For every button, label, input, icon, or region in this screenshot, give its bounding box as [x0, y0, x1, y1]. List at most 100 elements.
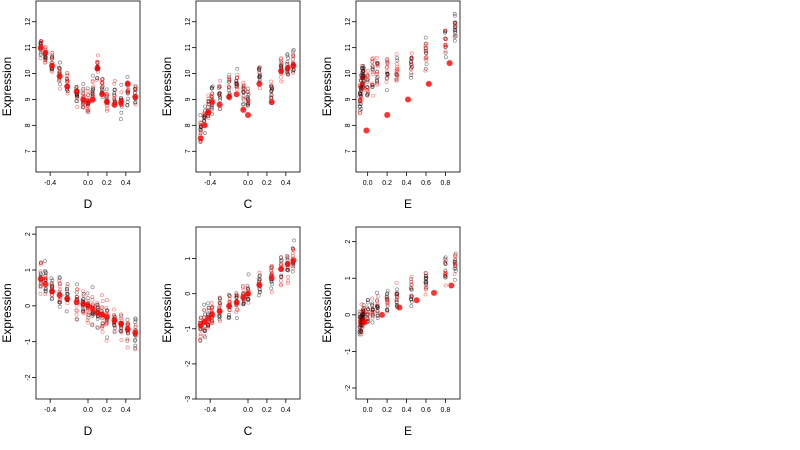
- panel-4: -0.4 0.0 0.2 0.4 -2 -1 0 1 2 D Expression: [0, 226, 141, 438]
- data-point: [112, 81, 117, 86]
- data-point: [104, 87, 109, 92]
- data-point: [226, 84, 231, 89]
- data-point: [290, 246, 295, 251]
- data-point: [132, 100, 137, 105]
- fit-marker: [209, 99, 216, 106]
- data-point: [206, 307, 211, 312]
- data-point: [443, 42, 448, 47]
- data-point: [359, 326, 364, 331]
- fit-marker: [73, 299, 80, 306]
- data-point: [452, 261, 457, 266]
- data-point: [365, 78, 370, 82]
- x-tick-label: 0.8: [441, 180, 451, 187]
- fit-marker: [396, 304, 403, 311]
- y-tick-label: 11: [185, 44, 192, 51]
- data-point: [99, 85, 104, 90]
- data-point: [366, 89, 371, 94]
- data-point: [227, 75, 231, 79]
- data-point: [86, 110, 91, 115]
- data-point: [245, 283, 250, 288]
- data-point: [43, 60, 48, 64]
- data-point: [443, 270, 448, 275]
- data-point: [256, 293, 261, 298]
- data-point: [75, 287, 80, 292]
- data-point: [278, 59, 283, 64]
- data-point: [209, 104, 214, 109]
- fitted-points: [363, 60, 453, 134]
- data-point: [424, 51, 429, 56]
- data-point: [292, 238, 296, 243]
- x-axis: -0.4 0.0 0.2 0.4: [204, 399, 291, 414]
- data-point: [81, 308, 86, 313]
- y-axis: -3 -2 -1 0 1: [185, 257, 196, 402]
- y-tick-label: 10: [345, 70, 352, 78]
- data-point: [443, 49, 448, 54]
- data-point: [385, 291, 390, 296]
- y-axis-label: Expression: [0, 283, 14, 342]
- data-point: [285, 256, 290, 261]
- data-point: [375, 79, 380, 84]
- data-point: [269, 93, 274, 98]
- data-point: [246, 98, 251, 103]
- x-tick-label: 0.0: [83, 407, 93, 414]
- data-point: [359, 95, 364, 100]
- data-point: [90, 80, 95, 84]
- data-point: [371, 72, 375, 77]
- data-point: [227, 77, 232, 82]
- data-point: [375, 83, 380, 87]
- fit-marker: [201, 318, 208, 325]
- data-point: [105, 108, 109, 113]
- data-point: [119, 312, 124, 317]
- fit-marker: [132, 329, 139, 336]
- data-point: [375, 63, 380, 67]
- data-point: [258, 289, 262, 294]
- fit-marker: [49, 288, 56, 295]
- y-tick-label: 12: [25, 18, 32, 26]
- data-point: [246, 272, 251, 277]
- data-point: [58, 287, 63, 292]
- y-tick-label: 12: [345, 18, 352, 26]
- data-point: [119, 82, 124, 87]
- data-point: [49, 297, 54, 302]
- fit-marker: [413, 297, 420, 304]
- data-point: [365, 79, 370, 84]
- data-point: [235, 87, 240, 92]
- data-point: [370, 314, 375, 319]
- data-point: [424, 62, 429, 66]
- x-tick-label: -0.4: [204, 180, 216, 187]
- plot-frame: [355, 0, 461, 173]
- fit-marker: [256, 281, 263, 288]
- data-point: [203, 131, 207, 135]
- data-point: [112, 93, 117, 97]
- data-point: [112, 97, 117, 102]
- data-point: [443, 258, 448, 263]
- data-point: [85, 89, 90, 93]
- data-point: [95, 305, 99, 310]
- panel-2: -0.4 0.0 0.2 0.4 7 8 9 10 11 12 C Expression: [160, 0, 301, 211]
- fitted-points: [37, 275, 139, 336]
- data-point: [278, 259, 283, 263]
- data-point: [90, 313, 95, 318]
- data-point: [394, 280, 399, 285]
- data-point: [57, 275, 62, 280]
- fit-marker: [64, 83, 71, 90]
- data-point: [90, 92, 95, 96]
- data-point: [105, 298, 109, 302]
- data-point: [90, 297, 95, 302]
- data-point: [86, 320, 91, 325]
- data-point: [90, 295, 95, 299]
- data-point: [90, 312, 95, 316]
- y-axis-label: Expression: [160, 283, 174, 342]
- data-point: [43, 288, 48, 293]
- y-axis-label: Expression: [160, 57, 174, 116]
- data-point: [50, 54, 55, 59]
- fit-marker: [111, 101, 118, 108]
- data-point: [235, 75, 240, 80]
- y-axis: -2 -1 0 1 2: [345, 240, 356, 391]
- y-tick-label: 1: [345, 276, 352, 280]
- data-point: [99, 325, 104, 330]
- data-point: [269, 89, 274, 94]
- data-point: [423, 68, 428, 73]
- data-point: [119, 330, 124, 335]
